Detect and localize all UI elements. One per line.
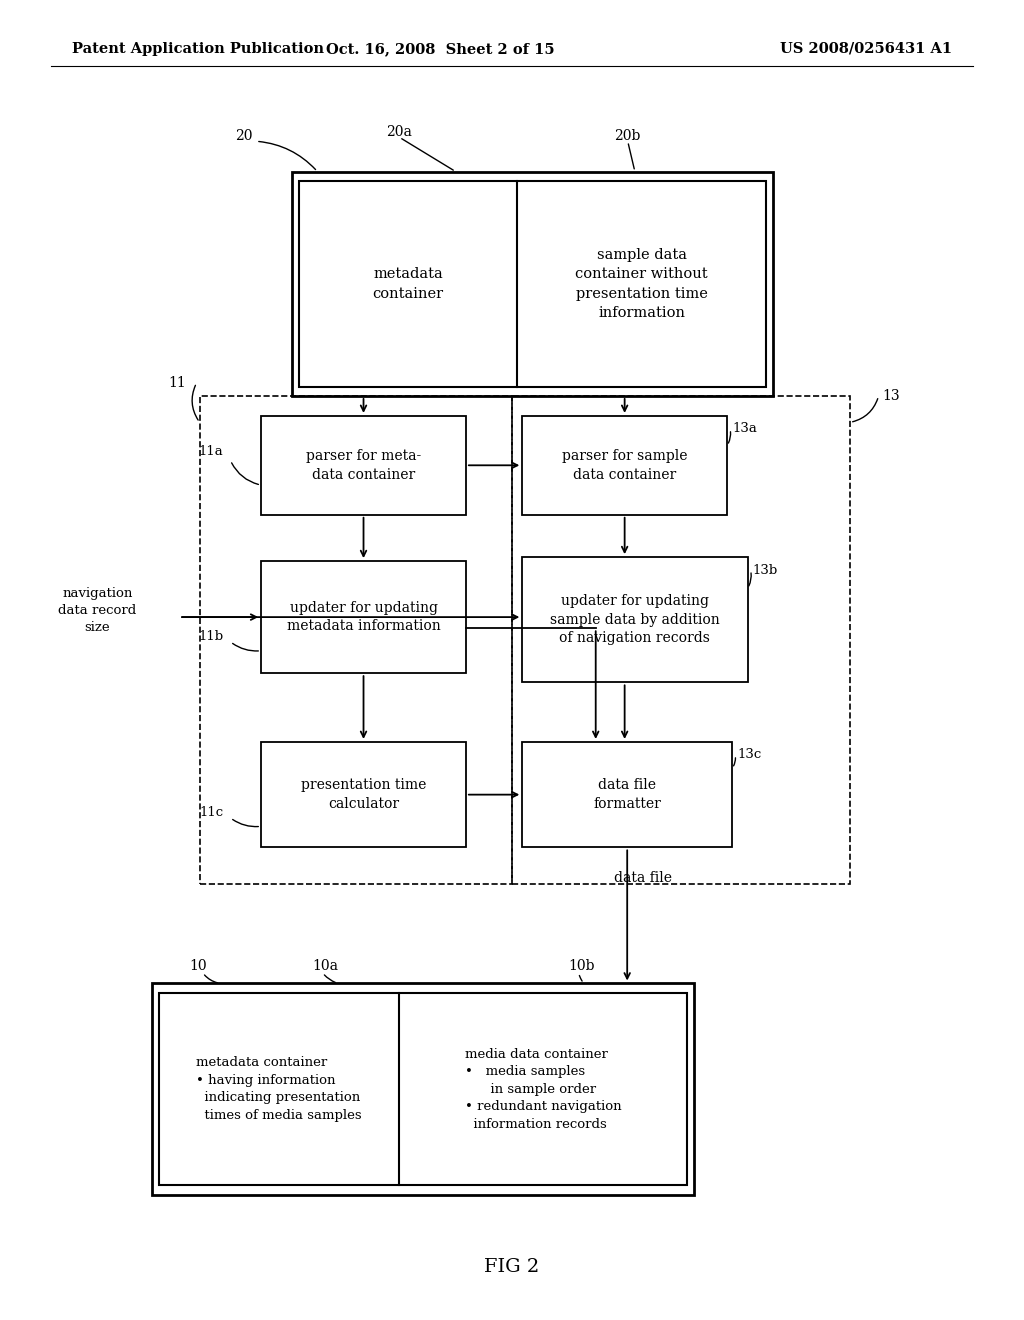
Text: US 2008/0256431 A1: US 2008/0256431 A1 — [780, 42, 952, 55]
Text: updater for updating
metadata information: updater for updating metadata informatio… — [287, 601, 440, 634]
Text: updater for updating
sample data by addition
of navigation records: updater for updating sample data by addi… — [550, 594, 720, 645]
Bar — [522, 742, 732, 847]
Bar — [261, 416, 466, 515]
Text: media data container
•   media samples
      in sample order
• redundant navigat: media data container • media samples in … — [465, 1048, 622, 1130]
Text: Oct. 16, 2008  Sheet 2 of 15: Oct. 16, 2008 Sheet 2 of 15 — [326, 42, 555, 55]
Text: data file: data file — [613, 871, 672, 886]
Text: 13a: 13a — [732, 422, 757, 436]
Text: metadata
container: metadata container — [373, 267, 443, 301]
Bar — [292, 172, 773, 396]
Bar — [152, 983, 694, 1195]
Bar — [159, 993, 687, 1185]
Text: Patent Application Publication: Patent Application Publication — [72, 42, 324, 55]
Bar — [200, 396, 512, 884]
Text: parser for meta-
data container: parser for meta- data container — [306, 449, 421, 482]
Text: 20b: 20b — [614, 128, 641, 143]
Text: 11c: 11c — [199, 805, 223, 818]
Bar — [299, 181, 766, 387]
Text: 10b: 10b — [568, 958, 595, 973]
Text: 11b: 11b — [198, 630, 223, 643]
Text: 10: 10 — [189, 958, 207, 973]
Text: data file
formatter: data file formatter — [593, 779, 662, 810]
Text: metadata container
• having information
  indicating presentation
  times of med: metadata container • having information … — [197, 1056, 361, 1122]
Text: 20a: 20a — [386, 124, 413, 139]
Text: navigation
data record
size: navigation data record size — [58, 587, 136, 634]
Text: FIG 2: FIG 2 — [484, 1258, 540, 1276]
Text: parser for sample
data container: parser for sample data container — [562, 449, 687, 482]
Bar — [522, 557, 748, 682]
Bar — [522, 416, 727, 515]
Text: 13b: 13b — [753, 564, 778, 577]
Text: 10a: 10a — [312, 958, 338, 973]
Bar — [261, 742, 466, 847]
Text: 11a: 11a — [199, 445, 223, 458]
Text: sample data
container without
presentation time
information: sample data container without presentati… — [575, 248, 708, 319]
Text: 20: 20 — [236, 128, 253, 143]
Text: 13: 13 — [883, 389, 900, 403]
Text: presentation time
calculator: presentation time calculator — [301, 779, 426, 810]
Bar — [512, 396, 850, 884]
Text: 11: 11 — [169, 376, 186, 389]
Text: 13c: 13c — [737, 748, 762, 762]
Bar — [261, 561, 466, 673]
